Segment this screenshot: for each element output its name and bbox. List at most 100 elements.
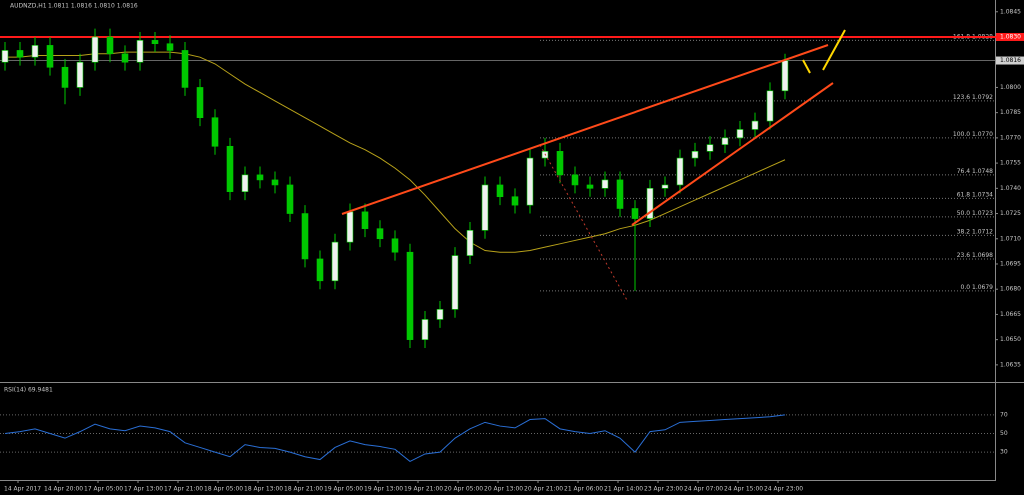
x-tick-label: 20 Apr 05:00 [444, 486, 483, 493]
candle-body [646, 188, 654, 219]
fib-price: 1.0770 [972, 130, 993, 137]
fib-price: 1.0723 [972, 209, 993, 216]
candle-body [151, 40, 159, 45]
candle-body [736, 129, 744, 139]
candle-body [316, 258, 324, 282]
fib-ratio: 76.4 [957, 167, 971, 174]
y-tick-label: 1.0740 [1000, 185, 1021, 192]
candle-body [271, 179, 279, 186]
projection [822, 29, 846, 71]
x-tick-label: 18 Apr 21:00 [284, 486, 323, 493]
candle-body [721, 137, 729, 145]
candle-body [496, 184, 504, 198]
candle-body [466, 230, 474, 256]
candle-body [631, 208, 639, 219]
candle-body [256, 174, 264, 181]
candle-body [526, 157, 534, 206]
fib-label: 0.0 1.0679 [961, 283, 994, 290]
y-tick-label: 1.0635 [1000, 361, 1021, 368]
projection [802, 59, 811, 74]
x-tick-label: 14 Apr 20:00 [44, 486, 83, 493]
candle-body [121, 53, 129, 63]
candle-body [616, 179, 624, 209]
candle-body [601, 179, 609, 189]
candle-body [766, 90, 774, 122]
candle-body [136, 40, 144, 63]
candle-body [331, 241, 339, 282]
x-tick-label: 17 Apr 13:00 [124, 486, 163, 493]
y-tick-label: 1.0680 [1000, 286, 1021, 293]
fib-label: 123.6 1.0792 [953, 93, 993, 100]
candle-body [241, 174, 249, 192]
y-tick-label: 1.0785 [1000, 109, 1021, 116]
moving-average [5, 51, 786, 253]
y-tick-label: 1.0800 [1000, 84, 1021, 91]
candle-body [91, 36, 99, 63]
x-tick-label: 19 Apr 13:00 [364, 486, 403, 493]
candle-body [31, 45, 39, 58]
x-tick-label: 20 Apr 13:00 [484, 486, 523, 493]
candle-body [706, 144, 714, 152]
y-tick-label: 1.0695 [1000, 260, 1021, 267]
fib-label: 61.8 1.0734 [957, 191, 993, 198]
x-tick-label: 14 Apr 2017 [4, 486, 41, 493]
candle-body [511, 196, 519, 206]
x-tick-label: 17 Apr 05:00 [84, 486, 123, 493]
candle-body [346, 211, 354, 243]
last-price-box [996, 56, 1024, 65]
rsi-tick-label: 70 [1000, 411, 1008, 418]
y-tick-label: 1.0650 [1000, 336, 1021, 343]
candle-body [16, 50, 24, 58]
candle-body [286, 184, 294, 214]
candle-body [106, 36, 114, 55]
candle-body [46, 45, 54, 68]
rsi-tick-label: 50 [1000, 430, 1008, 437]
trendline-lower [631, 82, 834, 226]
x-tick-label: 18 Apr 13:00 [244, 486, 283, 493]
candle-body [451, 255, 459, 310]
candle-body [181, 50, 189, 88]
y-tick-label: 1.0725 [1000, 210, 1021, 217]
fib-label: 100.0 1.0770 [953, 130, 993, 137]
candle-body [211, 117, 219, 147]
x-tick-label: 23 Apr 23:00 [644, 486, 683, 493]
fib-ratio: 100.0 [953, 130, 970, 137]
rsi-title: RSI(14) 69.9481 [4, 387, 53, 394]
fib-label: 50.0 1.0723 [957, 209, 993, 216]
candle-body [166, 43, 174, 51]
chart-title: AUDNZD,H1 [10, 3, 47, 10]
trendline-upper [341, 44, 829, 215]
y-tick-label: 1.0710 [1000, 235, 1021, 242]
x-tick-label: 20 Apr 21:00 [524, 486, 563, 493]
candle-body [586, 184, 594, 189]
x-tick-label: 24 Apr 07:00 [684, 486, 723, 493]
candle-body [361, 211, 369, 229]
candle-body [676, 157, 684, 186]
candle-body [751, 120, 759, 130]
y-tick-label: 1.0665 [1000, 311, 1021, 318]
candle-body [196, 87, 204, 118]
y-tick-label: 1.0845 [1000, 8, 1021, 15]
candle-body [691, 151, 699, 159]
x-tick-label: 21 Apr 06:00 [564, 486, 603, 493]
y-tick-label: 1.0755 [1000, 160, 1021, 167]
rsi-line [4, 414, 786, 462]
fib-ratio: 50.0 [957, 209, 971, 216]
fib-ratio: 38.2 [957, 228, 971, 235]
x-tick-label: 24 Apr 23:00 [764, 486, 803, 493]
x-tick-label: 19 Apr 05:00 [324, 486, 363, 493]
fib-price: 1.0698 [972, 251, 993, 258]
candle-body [481, 184, 489, 231]
fib-label: 23.6 1.0698 [957, 251, 993, 258]
fib-price: 1.0712 [972, 228, 993, 235]
x-tick-label: 18 Apr 05:00 [204, 486, 243, 493]
candle-body [406, 251, 414, 340]
fib-ratio: 61.8 [957, 191, 971, 198]
hline-box [996, 32, 1024, 41]
hline-label: 1.0830 [1000, 33, 1021, 40]
candle-body [76, 61, 84, 88]
x-tick-label: 17 Apr 21:00 [164, 486, 203, 493]
candle-body [556, 151, 564, 176]
candle-body [391, 238, 399, 253]
